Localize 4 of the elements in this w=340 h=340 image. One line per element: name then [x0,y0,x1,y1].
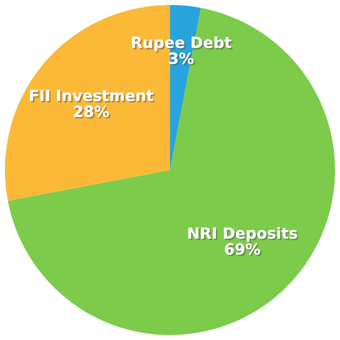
slice-label: FII Investment [30,90,155,103]
slice-label: NRI Deposits [188,226,298,244]
data-label: 28% [74,106,110,119]
data-label: 69% [225,243,262,256]
